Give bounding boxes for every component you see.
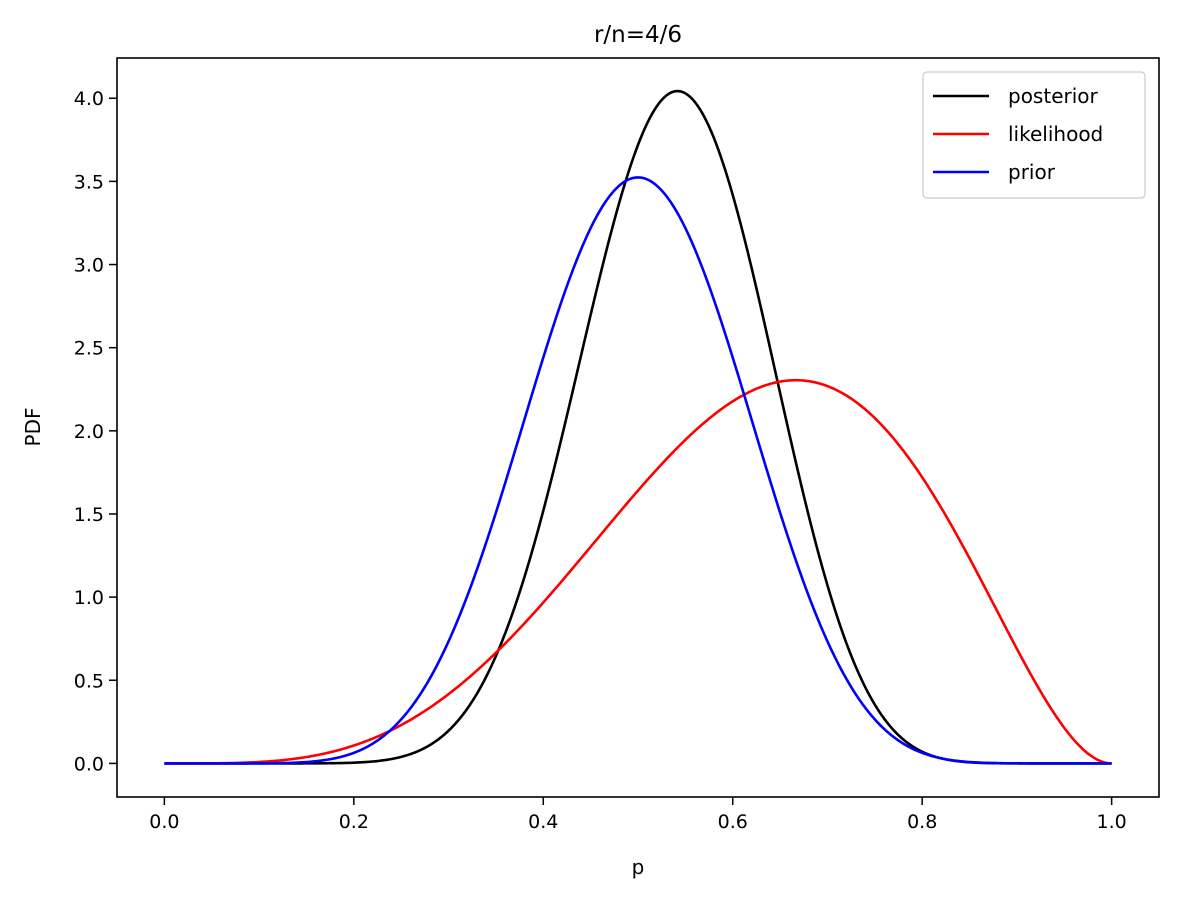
y-tick-label: 4.0 — [74, 88, 104, 110]
y-tick-label: 2.0 — [74, 421, 104, 443]
axes-frame — [116, 57, 1160, 798]
y-axis: 0.0 0.5 1.0 1.5 2.0 2.5 3.0 3.5 4.0 — [74, 88, 117, 775]
y-axis-label: PDF — [21, 408, 45, 447]
x-axis: 0.0 0.2 0.4 0.6 0.8 1.0 — [149, 797, 1127, 833]
series-line-likelihood — [164, 378, 1112, 765]
y-tick-label: 1.0 — [74, 587, 104, 609]
y-tick-label: 3.0 — [74, 255, 104, 277]
legend-label-prior: prior — [1008, 160, 1056, 184]
x-tick-label: 0.0 — [149, 811, 179, 833]
x-tick-label: 1.0 — [1097, 811, 1127, 833]
x-tick-label: 0.8 — [907, 811, 937, 833]
x-axis-label: p — [632, 855, 645, 879]
chart-title: r/n=4/6 — [594, 22, 682, 48]
legend-label-posterior: posterior — [1008, 84, 1099, 108]
series-line-prior — [164, 176, 1112, 765]
x-tick-label: 0.6 — [718, 811, 748, 833]
y-tick-label: 0.0 — [74, 753, 104, 775]
legend-frame — [922, 71, 1146, 199]
y-tick-label: 3.5 — [74, 171, 104, 193]
y-tick-label: 1.5 — [74, 504, 104, 526]
legend-label-likelihood: likelihood — [1008, 122, 1103, 146]
legend: posterior likelihood prior — [922, 71, 1146, 199]
y-tick-label: 2.5 — [74, 338, 104, 360]
y-tick-label: 0.5 — [74, 670, 104, 692]
plot-area — [164, 89, 1112, 765]
x-tick-label: 0.2 — [339, 811, 369, 833]
x-tick-label: 0.4 — [528, 811, 558, 833]
